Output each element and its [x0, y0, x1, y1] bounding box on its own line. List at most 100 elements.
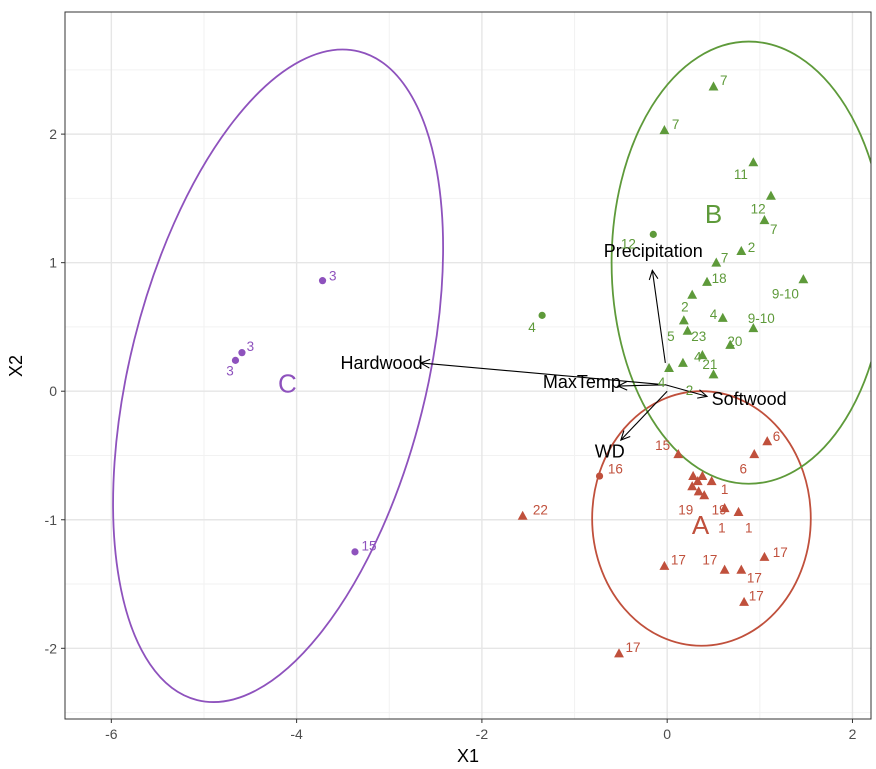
- point-triangle: [759, 215, 770, 225]
- point-triangle: [687, 289, 698, 299]
- point-circle: [231, 356, 240, 364]
- point-label: 7: [720, 73, 728, 88]
- point-label: 15: [361, 538, 376, 553]
- point-triangle: [702, 276, 712, 286]
- x-tick-label: 2: [849, 726, 857, 742]
- point-label: 16: [608, 461, 623, 476]
- vector-hardwood-label: Hardwood: [341, 353, 423, 373]
- point-label: 5: [667, 329, 675, 344]
- point-circle: [351, 548, 359, 556]
- point-label: 17: [671, 553, 686, 568]
- vector-precipitation-label: Precipitation: [604, 241, 703, 261]
- point-label: 17: [625, 640, 640, 655]
- plot-panel-border: [64, 11, 872, 720]
- point-triangle: [677, 357, 688, 367]
- y-tick-label: 1: [49, 255, 57, 271]
- point-triangle: [748, 323, 759, 333]
- point-triangle: [699, 490, 710, 500]
- point-triangle: [736, 245, 747, 255]
- point-label: 3: [226, 364, 234, 379]
- point-triangle: [717, 312, 728, 322]
- point-circle: [538, 311, 546, 319]
- point-label: 18: [712, 271, 727, 286]
- point-triangle: [692, 475, 703, 486]
- point-label: 3: [329, 269, 337, 284]
- point-triangle: [708, 369, 719, 379]
- point-label: 1: [745, 520, 753, 535]
- group-label-c: C: [278, 368, 297, 398]
- point-label: 6: [773, 429, 781, 444]
- group-labels: A B C: [278, 199, 722, 540]
- point-triangle: [711, 257, 722, 267]
- point-label: 3: [247, 339, 255, 354]
- point-triangle: [719, 502, 730, 513]
- y-tick-label: -2: [45, 640, 58, 656]
- point-label: 2: [748, 240, 756, 255]
- point-triangle: [798, 274, 809, 284]
- point-label: 9-10: [748, 311, 775, 326]
- gridlines: [65, 12, 871, 719]
- data-points: [231, 81, 809, 658]
- point-triangle: [766, 190, 776, 200]
- point-triangle: [659, 560, 670, 570]
- point-triangle: [664, 362, 674, 372]
- point-circle: [649, 230, 657, 238]
- point-triangle: [687, 481, 698, 491]
- point-label: 17: [747, 571, 762, 586]
- point-label: 7: [770, 222, 778, 237]
- point-label: 2: [686, 383, 694, 398]
- group-ellipses: [112, 40, 871, 703]
- x-tick-label: -6: [105, 726, 118, 742]
- ellipse-group-c: [112, 48, 444, 703]
- point-triangle: [706, 475, 717, 486]
- point-triangle: [673, 448, 684, 459]
- point-triangle: [749, 448, 760, 459]
- point-label: 4: [528, 320, 536, 335]
- point-label: 22: [533, 502, 548, 517]
- vector-softwood-line: [665, 384, 708, 397]
- point-label: 23: [691, 329, 706, 344]
- point-triangle: [693, 486, 704, 496]
- y-tick-label: 0: [49, 383, 57, 399]
- y-axis-title: X2: [6, 355, 26, 377]
- point-label: 17: [702, 553, 717, 568]
- group-label-a: A: [692, 510, 710, 540]
- point-triangle: [517, 510, 528, 520]
- y-tick-label: 2: [49, 126, 57, 142]
- vector-softwood-label: Softwood: [712, 389, 787, 409]
- point-circle: [595, 472, 604, 480]
- point-label: 17: [773, 545, 788, 560]
- biplot-vectors: Precipitation Hardwood MaxTemp Softwood WD: [341, 241, 787, 462]
- vector-maxtemp-line: [618, 384, 666, 387]
- point-label: 19: [678, 502, 693, 517]
- x-tick-label: -2: [476, 726, 489, 742]
- ellipse-group-b: [610, 40, 871, 485]
- point-label: 20: [727, 334, 742, 349]
- point-label: 4: [710, 307, 718, 322]
- point-label: 12: [621, 236, 636, 251]
- point-triangle: [725, 339, 736, 349]
- point-circle: [318, 277, 327, 285]
- vector-wd-arrowhead: [619, 430, 631, 441]
- vector-softwood-arrowhead: [697, 389, 709, 399]
- point-triangle: [614, 648, 624, 658]
- vector-wd-label: WD: [595, 442, 625, 462]
- point-label: 2: [681, 299, 689, 314]
- vector-maxtemp-label: MaxTemp: [543, 372, 621, 392]
- vector-hardwood-arrowhead: [419, 358, 431, 369]
- x-tick-label: 0: [663, 726, 671, 742]
- point-triangle: [759, 551, 770, 561]
- vector-maxtemp-arrowhead: [616, 380, 628, 391]
- point-label: 7: [672, 117, 680, 132]
- point-triangle: [682, 325, 693, 335]
- vector-precipitation-line: [651, 270, 666, 364]
- point-triangle: [719, 564, 730, 574]
- point-triangle: [739, 596, 750, 606]
- point-triangle: [748, 157, 759, 167]
- point-triangle: [659, 125, 670, 135]
- y-tick-label: -1: [45, 512, 58, 528]
- point-label: 11: [734, 167, 748, 182]
